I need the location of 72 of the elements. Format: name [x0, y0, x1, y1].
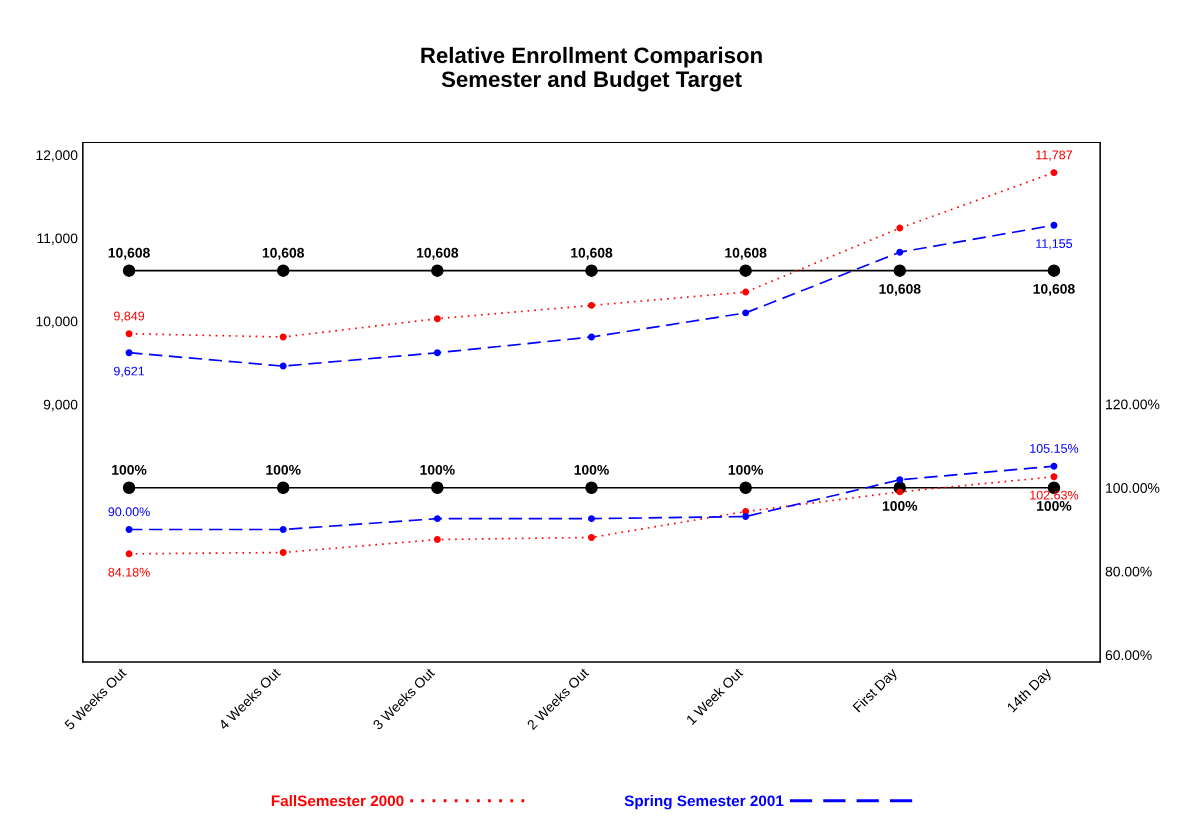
data-label: 9,621 [114, 366, 145, 377]
data-label: 10,608 [416, 247, 459, 260]
point [896, 224, 904, 232]
point [125, 330, 133, 338]
data-label: 100% [266, 464, 301, 475]
point [433, 536, 441, 544]
point [125, 550, 133, 558]
y2-tick-label: 120.00% [1106, 399, 1160, 410]
y-tick-label: 9,000 [43, 399, 78, 412]
data-label: 100% [420, 464, 455, 475]
point [125, 526, 133, 533]
point [433, 349, 441, 357]
point [433, 315, 441, 323]
point [279, 549, 287, 556]
point [588, 533, 595, 541]
point [1050, 473, 1058, 481]
point [739, 481, 752, 494]
point [1050, 462, 1058, 470]
text: Spring Semester 2001 [624, 795, 784, 810]
point [742, 309, 750, 317]
point [588, 301, 595, 309]
data-label: 100% [882, 501, 918, 511]
data-label: 11,155 [1036, 239, 1073, 250]
y2-tick-label: 60.00% [1105, 650, 1152, 661]
data-label: 10,608 [725, 247, 767, 260]
x-tick-label: 14th Day [1006, 666, 1054, 715]
y2-tick-label: 100.00% [1106, 483, 1160, 493]
point [742, 513, 750, 521]
point [739, 264, 752, 277]
point [276, 481, 290, 494]
point [279, 362, 287, 370]
point [1047, 264, 1061, 277]
point [279, 333, 287, 341]
chart-title: Relative Enrollment Comparison Semester and Budget Target [421, 46, 762, 92]
y-tick-label: 11,000 [37, 233, 78, 245]
point [279, 526, 287, 533]
point [742, 288, 750, 296]
point [588, 515, 595, 523]
point [433, 515, 441, 523]
point [125, 349, 133, 357]
data-label: 10,608 [571, 247, 613, 260]
point [585, 264, 598, 277]
data-label: 100% [574, 464, 609, 475]
data-label: 90.00% [108, 507, 150, 517]
point [1050, 221, 1058, 229]
y-tick-label: 10,000 [36, 316, 78, 328]
point [122, 481, 136, 494]
point [1050, 169, 1058, 177]
point [896, 476, 904, 484]
data-label: 84.18% [108, 567, 150, 577]
point [431, 481, 444, 494]
data-label: 100% [1037, 501, 1072, 511]
text: FallSemester 2000 [271, 795, 404, 807]
point [585, 481, 598, 494]
y2-tick-label: 80.00% [1105, 566, 1152, 577]
data-label: 9,849 [114, 311, 145, 322]
data-label: 10,608 [879, 283, 921, 296]
point [122, 264, 136, 277]
point [893, 264, 907, 277]
point [276, 264, 290, 277]
data-label: 10,608 [108, 247, 150, 260]
point [431, 264, 444, 277]
data-label: 100% [112, 464, 147, 475]
data-label: 10,608 [1033, 283, 1075, 296]
data-label: 100% [728, 464, 764, 475]
point [588, 333, 595, 341]
y-tick-label: 12,000 [36, 150, 78, 162]
data-label: 10,608 [262, 247, 305, 260]
data-label: 11,787 [1036, 150, 1072, 161]
data-label: 102.63% [1030, 490, 1079, 500]
data-label: 105.15% [1030, 444, 1079, 453]
point [896, 248, 904, 256]
